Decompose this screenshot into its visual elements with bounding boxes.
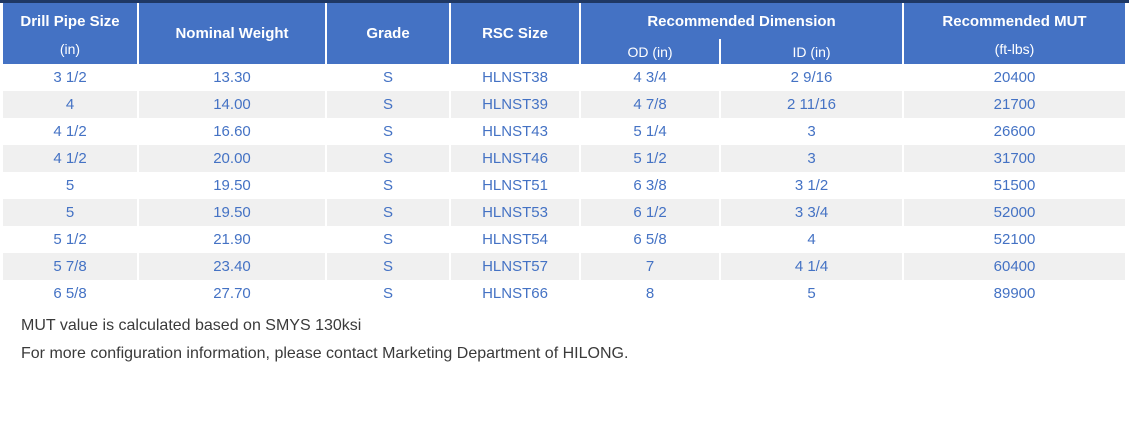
table-cell: 31700 — [902, 145, 1125, 172]
col-header-recommended-mut: Recommended MUT (ft-lbs) — [902, 3, 1125, 64]
table-cell: HLNST54 — [449, 226, 580, 253]
table-cell: 5 7/8 — [3, 253, 138, 280]
note-mut-basis: MUT value is calculated based on SMYS 13… — [21, 317, 362, 334]
table-cell: 52000 — [902, 199, 1125, 226]
table-cell: 4 — [3, 91, 138, 118]
note-contact: For more configuration information, plea… — [21, 345, 629, 362]
table-row: 4 1/2 16.60 S HLNST43 5 1/4 3 26600 — [3, 118, 1125, 145]
table-cell: 3 — [719, 145, 903, 172]
table-cell: 52100 — [902, 226, 1125, 253]
table-cell: 16.60 — [137, 118, 326, 145]
table-cell: S — [325, 172, 450, 199]
table-cell: 3 1/2 — [719, 172, 903, 199]
table-row: 3 1/2 13.30 S HLNST38 4 3/4 2 9/16 20400 — [3, 64, 1125, 91]
table-cell: HLNST39 — [449, 91, 580, 118]
col-header-od: OD (in) — [579, 39, 720, 64]
col-header-drill-pipe-size: Drill Pipe Size (in) — [3, 3, 138, 64]
table-cell: 6 5/8 — [579, 226, 720, 253]
table-cell: HLNST43 — [449, 118, 580, 145]
col-header-recommended-mut-unit: (ft-lbs) — [994, 41, 1035, 57]
table-cell: 4 7/8 — [579, 91, 720, 118]
table-cell: HLNST57 — [449, 253, 580, 280]
table-cell: 5 — [3, 199, 138, 226]
table-cell: 26600 — [902, 118, 1125, 145]
table-cell: S — [325, 226, 450, 253]
table-cell: S — [325, 118, 450, 145]
col-header-drill-pipe-size-unit: (in) — [59, 41, 81, 57]
table-cell: 2 11/16 — [719, 91, 903, 118]
table-cell: S — [325, 145, 450, 172]
table-row: 5 19.50 S HLNST53 6 1/2 3 3/4 52000 — [3, 199, 1125, 226]
table-cell: 21700 — [902, 91, 1125, 118]
table-cell: 4 1/2 — [3, 145, 138, 172]
table-row: 5 1/2 21.90 S HLNST54 6 5/8 4 52100 — [3, 226, 1125, 253]
table-header: Drill Pipe Size (in) Nominal Weight Grad… — [3, 3, 1125, 64]
table-cell: 13.30 — [137, 64, 326, 91]
table-cell: HLNST51 — [449, 172, 580, 199]
table-row: 5 19.50 S HLNST51 6 3/8 3 1/2 51500 — [3, 172, 1125, 199]
table-cell: 23.40 — [137, 253, 326, 280]
table-cell: 14.00 — [137, 91, 326, 118]
col-header-rsc-size: RSC Size — [449, 3, 580, 64]
table-cell: 5 1/2 — [3, 226, 138, 253]
table-body: 3 1/2 13.30 S HLNST38 4 3/4 2 9/16 20400 4 14.00… — [3, 64, 1125, 307]
table-cell: S — [325, 91, 450, 118]
table-cell: HLNST53 — [449, 199, 580, 226]
table-cell: 7 — [579, 253, 720, 280]
table-cell: 27.70 — [137, 280, 326, 307]
table-row: 5 7/8 23.40 S HLNST57 7 4 1/4 60400 — [3, 253, 1125, 280]
table-cell: 6 1/2 — [579, 199, 720, 226]
table-row: 4 1/2 20.00 S HLNST46 5 1/2 3 31700 — [3, 145, 1125, 172]
table-cell: 4 1/4 — [719, 253, 903, 280]
table-cell: 21.90 — [137, 226, 326, 253]
table-cell: 51500 — [902, 172, 1125, 199]
col-header-nominal-weight: Nominal Weight — [137, 3, 326, 64]
table-cell: 4 3/4 — [579, 64, 720, 91]
table-cell: 89900 — [902, 280, 1125, 307]
table-row: 6 5/8 27.70 S HLNST66 8 5 89900 — [3, 280, 1125, 307]
table-cell: 6 3/8 — [579, 172, 720, 199]
table-cell: S — [325, 253, 450, 280]
table-cell: 60400 — [902, 253, 1125, 280]
table-cell: 6 5/8 — [3, 280, 138, 307]
table-cell: 4 1/2 — [3, 118, 138, 145]
table-row: 4 14.00 S HLNST39 4 7/8 2 11/16 21700 — [3, 91, 1125, 118]
table-cell: 3 3/4 — [719, 199, 903, 226]
table-cell: 4 — [719, 226, 903, 253]
table-cell: 3 — [719, 118, 903, 145]
table-cell: 5 — [3, 172, 138, 199]
table-cell: 8 — [579, 280, 720, 307]
table-cell: HLNST46 — [449, 145, 580, 172]
col-header-recommended-dimension: Recommended Dimension — [579, 3, 903, 39]
table-cell: 2 9/16 — [719, 64, 903, 91]
table-top-border — [0, 0, 1129, 3]
table-cell: 5 1/2 — [579, 145, 720, 172]
table-cell: S — [325, 199, 450, 226]
footnotes: MUT value is calculated based on SMYS 13… — [21, 312, 628, 368]
table-cell: 19.50 — [137, 199, 326, 226]
table-cell: 20400 — [902, 64, 1125, 91]
table-cell: HLNST66 — [449, 280, 580, 307]
col-header-recommended-mut-label: Recommended MUT — [942, 13, 1087, 30]
table-cell: S — [325, 64, 450, 91]
table-cell: 5 1/4 — [579, 118, 720, 145]
drill-pipe-spec-table: Drill Pipe Size (in) Nominal Weight Grad… — [3, 3, 1125, 307]
col-header-id: ID (in) — [719, 39, 903, 64]
col-header-drill-pipe-size-label: Drill Pipe Size — [20, 13, 120, 30]
table-cell: 3 1/2 — [3, 64, 138, 91]
table-cell: 5 — [719, 280, 903, 307]
table-cell: HLNST38 — [449, 64, 580, 91]
table-cell: 20.00 — [137, 145, 326, 172]
table-cell: S — [325, 280, 450, 307]
col-header-grade: Grade — [325, 3, 450, 64]
table-cell: 19.50 — [137, 172, 326, 199]
